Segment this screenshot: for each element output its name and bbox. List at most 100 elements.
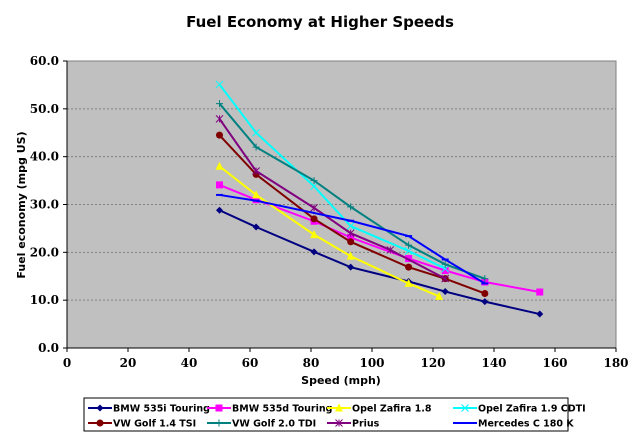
data-point-plus [252,143,260,151]
legend-item: Prius [327,419,380,430]
legend-label: Prius [352,419,380,430]
x-tick-label: 40 [181,356,198,370]
y-tick-label: 40.0 [30,150,59,164]
x-tick-label: 20 [120,356,137,370]
data-point-x [346,222,355,230]
x-tick-label: 140 [481,356,506,370]
legend-box [83,397,569,432]
legend-item: VW Golf 2.0 TDI [207,419,316,430]
legend-label: Opel Zafira 1.9 CDTI [478,404,586,415]
data-point-x [215,80,224,89]
series-line [219,193,486,285]
series-opel-zafira-1-8 [215,161,444,300]
data-point-plus [405,241,413,249]
y-tick-label: 30.0 [30,198,59,212]
legend-label: VW Golf 2.0 TDI [232,419,316,430]
data-point-diamond [310,248,318,256]
legend-label: Opel Zafira 1.8 [352,404,432,415]
legend-item: Opel Zafira 1.8 [327,403,432,415]
legend-item: VW Golf 1.4 TSI [88,419,196,430]
data-point-triangle [346,251,355,260]
legend-item: Mercedes C 180 K [453,419,574,430]
data-point-square [216,181,223,189]
y-tick-label: 0.0 [38,341,59,355]
data-point-star [441,274,450,283]
data-point-star [386,246,395,254]
legend-label: VW Golf 1.4 TSI [113,419,196,430]
legend-label: BMW 535d Touring [232,404,332,415]
data-point-x [441,264,450,273]
gridlines [67,108,616,301]
data-point-x [461,404,469,412]
data-point-square [215,404,223,412]
series-line [219,209,540,316]
data-point-diamond [252,223,260,231]
data-point-diamond [441,288,449,296]
data-point-diamond [536,310,544,318]
data-point-star [335,419,343,427]
data-point-triangle [435,291,444,300]
data-point-triangle [310,230,319,239]
legend: BMW 535i Touring BMW 535d Touring Opel Zaf… [83,397,586,432]
x-tick-label: 80 [303,356,320,370]
data-point-diamond [347,263,355,271]
legend-item: Opel Zafira 1.9 CDTI [453,404,586,415]
x-tick-label: 100 [359,356,384,370]
data-point-plus [347,203,355,211]
x-tick-label: 60 [242,356,259,370]
data-point-x [404,247,413,255]
x-tick-label: 160 [542,356,567,370]
data-point-star [310,203,318,212]
data-point-circle [96,419,104,427]
data-point-circle [405,263,413,271]
legend-label: Mercedes C 180 K [478,419,574,430]
data-point-x [252,128,260,137]
series-line [218,118,446,280]
data-point-triangle [335,403,343,412]
data-point-plus [310,177,318,185]
plot-area [66,60,617,349]
x-tick-label: 120 [420,356,445,370]
x-tick-label: 0 [63,356,71,370]
data-point-triangle [404,278,413,287]
data-point-triangle [252,190,261,199]
data-point-square [347,234,355,242]
data-point-circle [216,131,223,139]
y-tick-label: 50.0 [30,102,59,116]
axes: 0.0 10.0 20.0 30.0 40.0 50.0 60.0 0 20 40 60 80 100 1… [30,54,629,370]
series-line [218,83,446,270]
data-point-square [536,288,544,296]
chart-title: Fuel Economy at Higher Speeds [186,13,454,31]
series-prius [215,115,450,283]
data-point-diamond [216,206,223,214]
legend-item: BMW 535i Touring [88,404,210,415]
data-point-plus [216,100,223,108]
y-axis-label: Fuel economy (mpg US) [15,131,28,278]
data-point-x [310,182,318,191]
data-point-triangle [215,161,224,170]
series-vw-golf-2-0-tdi [216,100,489,283]
x-tick-label: 180 [603,356,628,370]
data-point-diamond [96,404,104,412]
data-point-star [346,229,355,238]
legend-label: BMW 535i Touring [113,404,210,415]
data-point-circle [481,289,489,297]
y-tick-label: 60.0 [30,54,59,68]
series-bmw-535i-touring [216,206,544,318]
y-tick-label: 20.0 [30,245,59,259]
data-point-diamond [481,298,489,306]
data-point-star [252,167,260,175]
data-point-plus [481,275,489,283]
data-point-plus [441,260,449,268]
data-point-circle [310,215,318,223]
y-tick-label: 10.0 [30,293,59,307]
x-axis-label: Speed (mph) [301,374,381,387]
series-mercedes-c-180-k [216,193,489,285]
series-group [215,80,544,318]
data-point-circle [347,238,355,246]
series-opel-zafira-1-9-cdti [215,80,450,273]
legend-item: BMW 535d Touring [207,404,332,415]
data-point-star [215,115,224,123]
data-point-square [441,267,449,275]
